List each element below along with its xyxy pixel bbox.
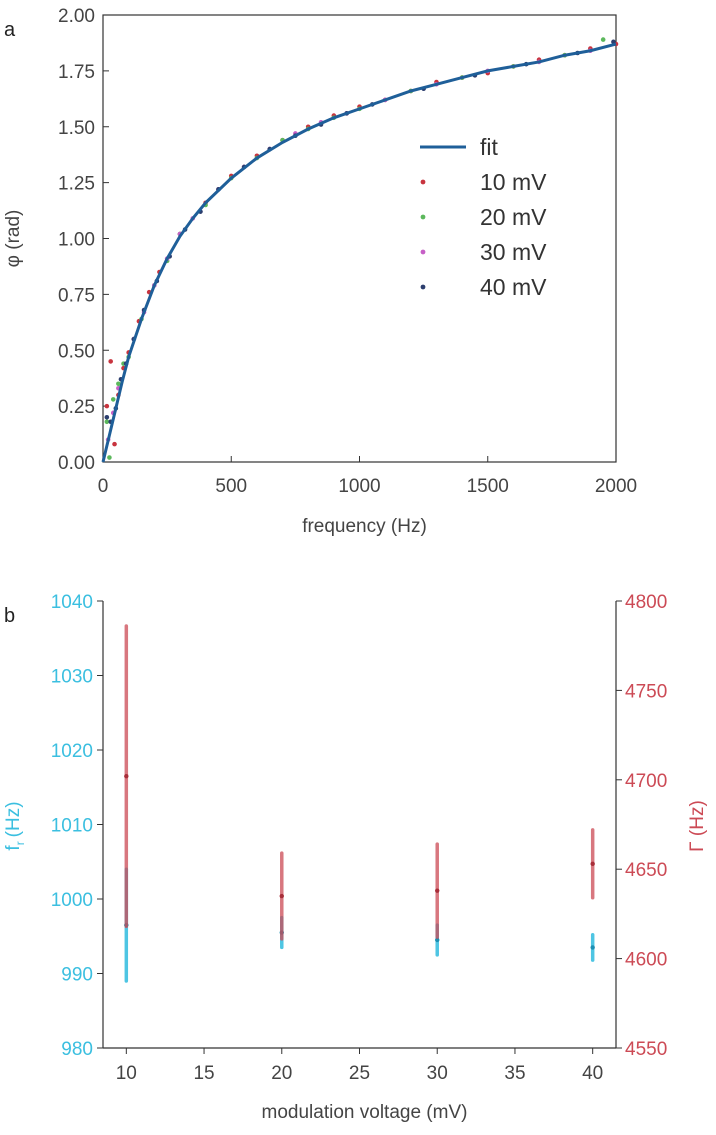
panel-a-point xyxy=(116,381,121,387)
gamma-point xyxy=(279,893,284,899)
legend-label: 10 mV xyxy=(480,169,547,195)
panel-a-ytick-label: 0.00 xyxy=(58,453,95,474)
panel-a-point xyxy=(107,455,112,460)
panel-b-ytick-right-label: 4800 xyxy=(625,592,667,613)
panel-a-letter: a xyxy=(4,19,16,41)
panel-b-xtick-label: 20 xyxy=(271,1063,292,1084)
panel-a-point xyxy=(112,441,117,447)
panel-b-xtick-label: 15 xyxy=(193,1063,214,1084)
panel-a-ytick-label: 0.75 xyxy=(58,285,95,306)
legend-marker xyxy=(420,179,426,185)
fr-point xyxy=(590,945,595,950)
panel-a-point xyxy=(104,415,110,420)
panel-b-ytick-left-label: 1030 xyxy=(51,667,93,688)
panel-b-ylabel-left-sub: r xyxy=(13,841,27,845)
legend-label: 40 mV xyxy=(480,274,547,300)
panel-b-ytick-right-label: 4650 xyxy=(625,860,667,881)
panel-b-ytick-left-label: 1020 xyxy=(51,741,93,762)
panel-b-ytick-left-label: 1000 xyxy=(51,890,93,911)
panel-a-xtick-label: 500 xyxy=(215,476,247,497)
panel-b-xtick-label: 10 xyxy=(116,1063,137,1084)
panel-a-point xyxy=(110,397,116,402)
panel-a-xtick-label: 1500 xyxy=(467,476,509,497)
panel-a-xlabel: frequency (Hz) xyxy=(302,516,427,537)
panel-a-fit-line xyxy=(101,42,617,463)
panel-b-letter: b xyxy=(4,605,15,627)
panel-b-ytick-right-label: 4600 xyxy=(625,950,667,971)
panel-a-xtick-label: 1000 xyxy=(338,476,380,497)
panel-a-point xyxy=(108,359,113,364)
legend-label: 20 mV xyxy=(480,204,547,230)
legend-fit-label: fit xyxy=(480,134,499,160)
legend-marker xyxy=(420,249,426,255)
gamma-point xyxy=(435,888,440,893)
panel-a: a 0.00 0.25 0.50 0.75 1.00 1.25 1.50 1.75 2.00 0 5… xyxy=(3,6,637,537)
gamma-point xyxy=(124,774,129,779)
panel-a-point xyxy=(104,419,110,425)
legend-marker xyxy=(420,214,426,220)
legend-label: 30 mV xyxy=(480,239,547,265)
panel-a-xtick-label: 0 xyxy=(98,476,109,497)
panel-a-ytick-label: 1.25 xyxy=(58,174,95,195)
panel-b-xtick-label: 40 xyxy=(582,1063,603,1084)
panel-b-ytick-left-label: 990 xyxy=(61,965,93,986)
panel-a-ylabel: φ (rad) xyxy=(3,210,24,268)
gamma-point xyxy=(590,861,595,867)
panel-a-ytick-label: 2.00 xyxy=(58,6,95,27)
panel-b-ylabel-left-f: f xyxy=(3,845,24,851)
panel-b-ylabel-left-unit: (Hz) xyxy=(3,801,24,837)
panel-b-ytick-left-label: 1010 xyxy=(51,816,93,837)
panel-b-ylabel-left: fr (Hz) xyxy=(3,801,27,850)
panel-a-ytick-label: 1.50 xyxy=(58,118,95,139)
panel-b-xtick-label: 30 xyxy=(427,1063,448,1084)
panel-b-ytick-left-label: 980 xyxy=(61,1039,93,1060)
panel-b-xlabel: modulation voltage (mV) xyxy=(262,1102,468,1123)
panel-a-point xyxy=(104,403,110,409)
panel-a-ytick-label: 1.00 xyxy=(58,230,95,251)
panel-b-xtick-label: 25 xyxy=(349,1063,370,1084)
panel-b-ytick-left-label: 1040 xyxy=(51,592,93,613)
panel-a-point xyxy=(600,37,606,42)
panel-a-ytick-label: 0.25 xyxy=(58,397,95,418)
panel-b-ytick-right-label: 4750 xyxy=(625,681,667,702)
panel-b: b 98099010001010102010301040455046004650… xyxy=(3,592,708,1123)
panel-a-ytick-label: 0.50 xyxy=(58,341,95,362)
panel-a-ytick-label: 1.75 xyxy=(58,62,95,83)
panel-a-xtick-label: 2000 xyxy=(595,476,637,497)
panel-b-ytick-right-label: 4700 xyxy=(625,771,667,792)
panel-b-ytick-right-label: 4550 xyxy=(625,1039,667,1060)
legend-marker xyxy=(420,284,426,290)
panel-b-ylabel-right: Γ (Hz) xyxy=(687,800,708,852)
panel-b-xtick-label: 35 xyxy=(504,1063,525,1084)
fr-point xyxy=(435,937,440,943)
